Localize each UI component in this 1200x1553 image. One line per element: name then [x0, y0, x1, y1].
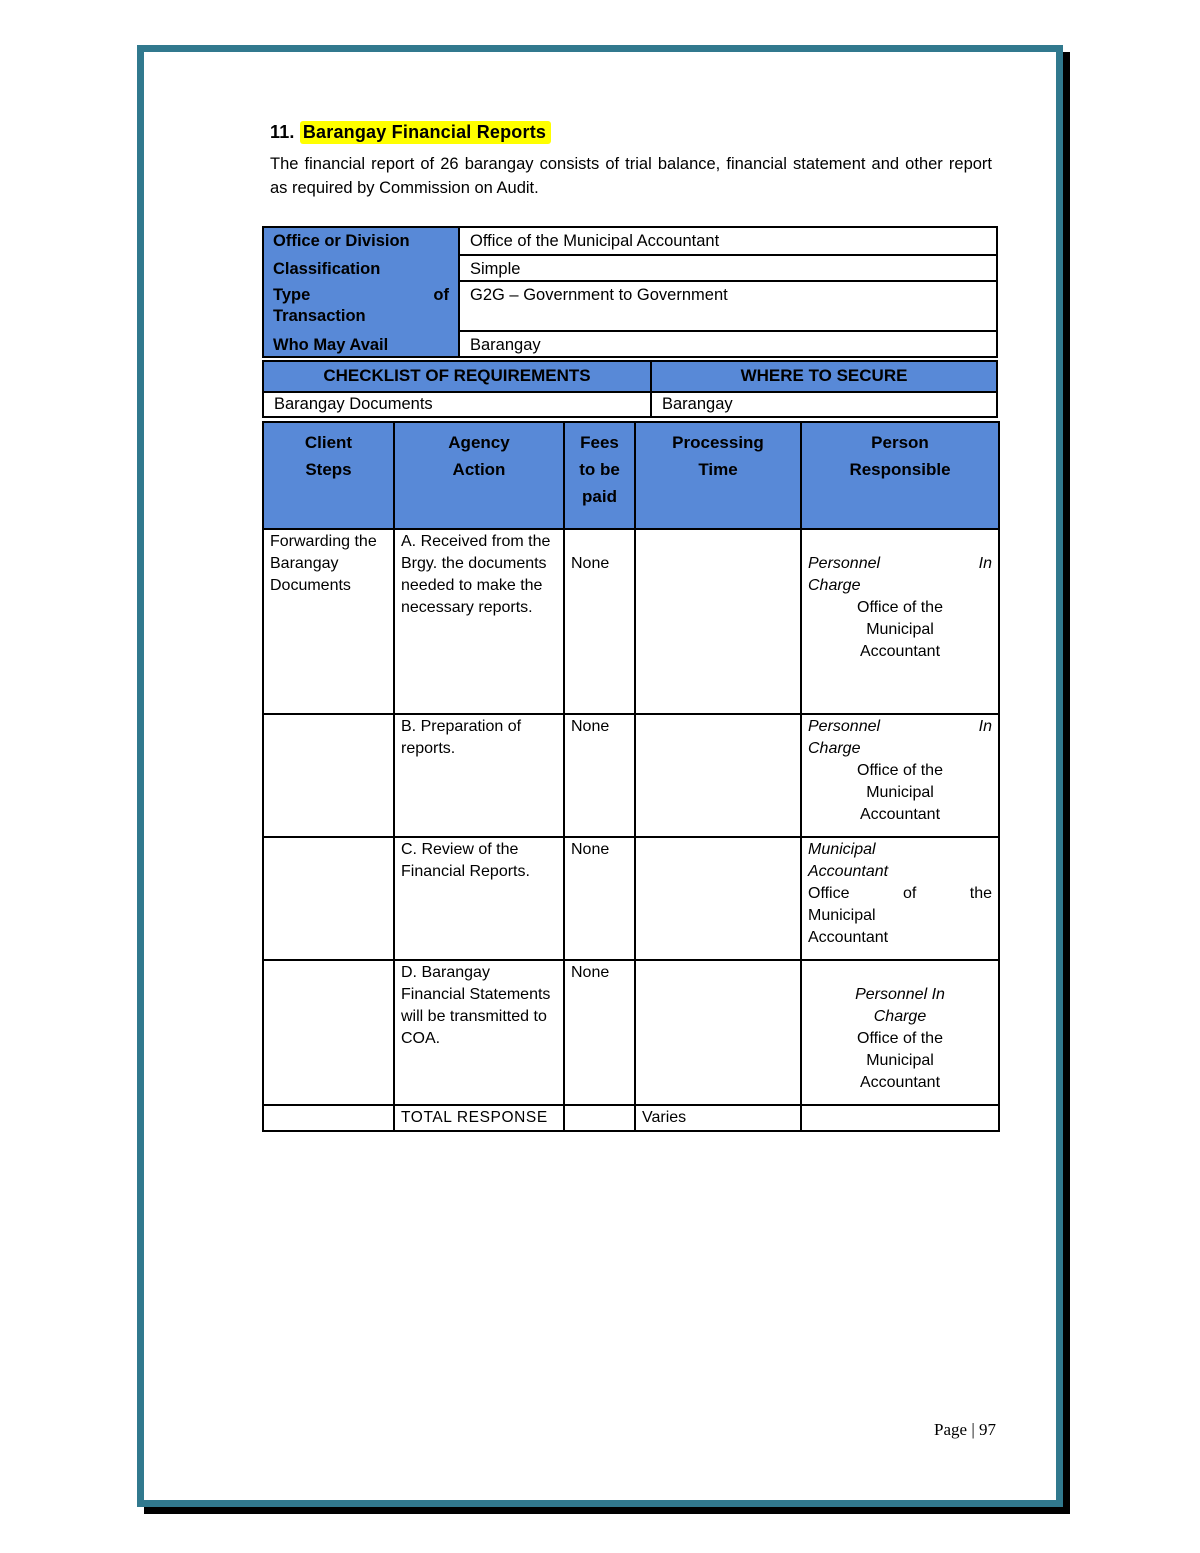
cell-processing-time	[634, 959, 802, 1106]
cell-person-responsible: Municipal Accountant Office of the Munic…	[800, 836, 1000, 961]
header-person-responsible: Person Responsible	[800, 421, 1000, 530]
cell-fees: None	[563, 959, 636, 1106]
info-label-transaction-type: Type of Transaction	[273, 286, 449, 325]
cell-person-responsible: Personnel In Charge Office of the Munici…	[800, 528, 1000, 715]
service-info-labels: Office or Division Classification Type o…	[264, 228, 458, 356]
info-value-classification: Simple	[458, 256, 996, 282]
header-processing-time: Processing Time	[634, 421, 802, 530]
intro-paragraph: The financial report of 26 barangay cons…	[270, 155, 992, 197]
page-number: Page | 97	[934, 1420, 996, 1439]
process-table: Client Steps Agency Action Fees to be pa…	[262, 421, 1000, 1132]
process-row-b: B. Preparation of reports. None Personne…	[262, 713, 1000, 838]
header-client-steps: Client Steps	[262, 421, 395, 530]
info-label-office: Office or Division	[273, 232, 410, 250]
service-info-table: Office or Division Classification Type o…	[262, 226, 998, 358]
cell-person-responsible: Personnel In Charge Office of the Munici…	[800, 959, 1000, 1106]
checklist-value-row: Barangay Documents Barangay	[264, 391, 996, 416]
cell-agency-action: A. Received from the Brgy. the documents…	[393, 528, 565, 715]
cell-agency-action: D. Barangay Financial Statements will be…	[393, 959, 565, 1106]
info-label-who-may-avail: Who May Avail	[273, 336, 389, 354]
cell-total-time: Varies	[634, 1104, 802, 1132]
cell-total-label: TOTAL RESPONSE	[393, 1104, 565, 1132]
section-number: 11.	[270, 122, 295, 142]
page-frame: 11. Barangay Financial Reports The finan…	[137, 45, 1063, 1507]
checklist-header-requirements: CHECKLIST OF REQUIREMENTS	[264, 362, 650, 391]
checklist-value-requirements: Barangay Documents	[264, 391, 650, 416]
cell-person-responsible	[800, 1104, 1000, 1132]
process-row-c: C. Review of the Financial Reports. None…	[262, 836, 1000, 961]
cell-fees: None	[563, 528, 636, 715]
process-row-a: Forwarding the Barangay Documents A. Rec…	[262, 528, 1000, 715]
cell-processing-time	[634, 528, 802, 715]
page-content: 11. Barangay Financial Reports The finan…	[262, 121, 1000, 1132]
info-value-who-may-avail: Barangay	[458, 332, 996, 356]
process-total-row: TOTAL RESPONSE Varies	[262, 1104, 1000, 1132]
service-info-values: Office of the Municipal Accountant Simpl…	[458, 228, 996, 356]
checklist-table: CHECKLIST OF REQUIREMENTS WHERE TO SECUR…	[262, 360, 998, 418]
cell-client-steps	[262, 713, 395, 838]
section-title: 11. Barangay Financial Reports	[270, 121, 998, 144]
cell-agency-action: C. Review of the Financial Reports.	[393, 836, 565, 961]
cell-fees: None	[563, 713, 636, 838]
cell-client-steps	[262, 1104, 395, 1132]
process-header-row: Client Steps Agency Action Fees to be pa…	[262, 421, 1000, 530]
info-label-classification: Classification	[273, 260, 381, 278]
checklist-header-where: WHERE TO SECURE	[650, 362, 996, 391]
checklist-header-row: CHECKLIST OF REQUIREMENTS WHERE TO SECUR…	[264, 362, 996, 391]
checklist-value-where: Barangay	[650, 391, 996, 416]
cell-agency-action: B. Preparation of reports.	[393, 713, 565, 838]
cell-fees	[563, 1104, 636, 1132]
cell-client-steps: Forwarding the Barangay Documents	[262, 528, 395, 715]
cell-client-steps	[262, 836, 395, 961]
cell-person-responsible: Personnel In Charge Office of the Munici…	[800, 713, 1000, 838]
cell-client-steps	[262, 959, 395, 1106]
cell-fees: None	[563, 836, 636, 961]
header-agency-action: Agency Action	[393, 421, 565, 530]
info-value-office: Office of the Municipal Accountant	[458, 228, 996, 256]
section-title-highlight: Barangay Financial Reports	[299, 121, 552, 144]
cell-processing-time	[634, 713, 802, 838]
process-row-d: D. Barangay Financial Statements will be…	[262, 959, 1000, 1106]
header-fees: Fees to be paid	[563, 421, 636, 530]
cell-processing-time	[634, 836, 802, 961]
info-value-transaction-type: G2G – Government to Government	[458, 282, 996, 332]
